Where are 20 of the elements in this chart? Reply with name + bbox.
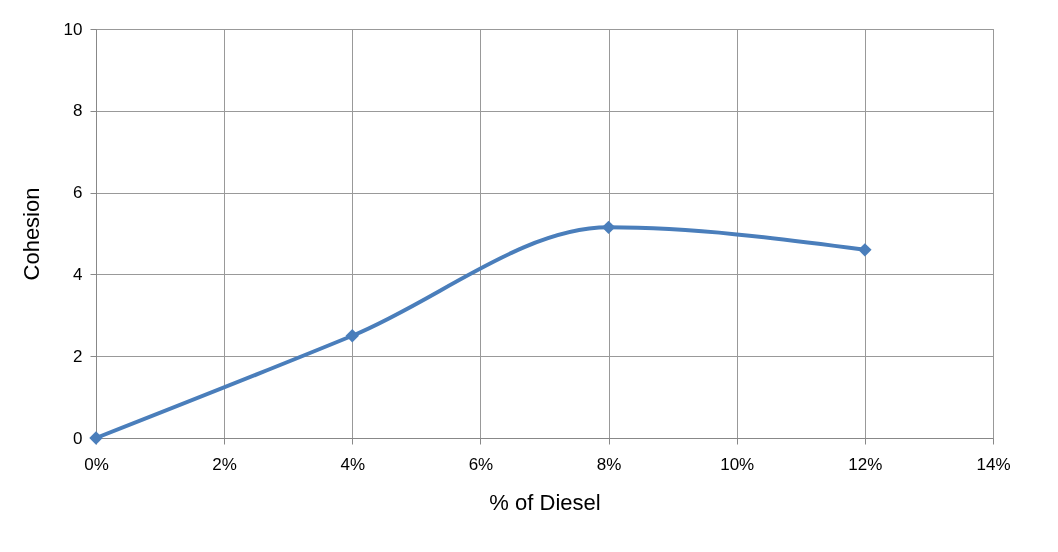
y-axis-title: Cohesion: [18, 187, 44, 281]
point: [601, 220, 616, 235]
point: [858, 243, 872, 257]
x-tick-label: 4%: [340, 454, 366, 474]
x-tick-label: 14%: [976, 454, 1011, 474]
x-tick-label: 6%: [468, 454, 494, 474]
x-tick-label: 12%: [848, 454, 883, 474]
y-tick-label: 10: [63, 19, 83, 39]
x-tick-label: 10%: [720, 454, 755, 474]
point: [89, 431, 103, 445]
x-tick-label: 2%: [212, 454, 237, 474]
y-tick-label: 6: [73, 183, 83, 203]
y-tick-label: 4: [73, 264, 83, 284]
x-axis-title: % of Diesel: [489, 489, 601, 515]
point: [345, 329, 359, 343]
y-tick-label: 8: [73, 101, 83, 121]
x-tick-label: 0%: [84, 454, 109, 474]
y-tick-label: 0: [73, 428, 83, 448]
y-tick-label: 2: [73, 346, 83, 366]
x-tick-label: 8%: [596, 454, 622, 474]
